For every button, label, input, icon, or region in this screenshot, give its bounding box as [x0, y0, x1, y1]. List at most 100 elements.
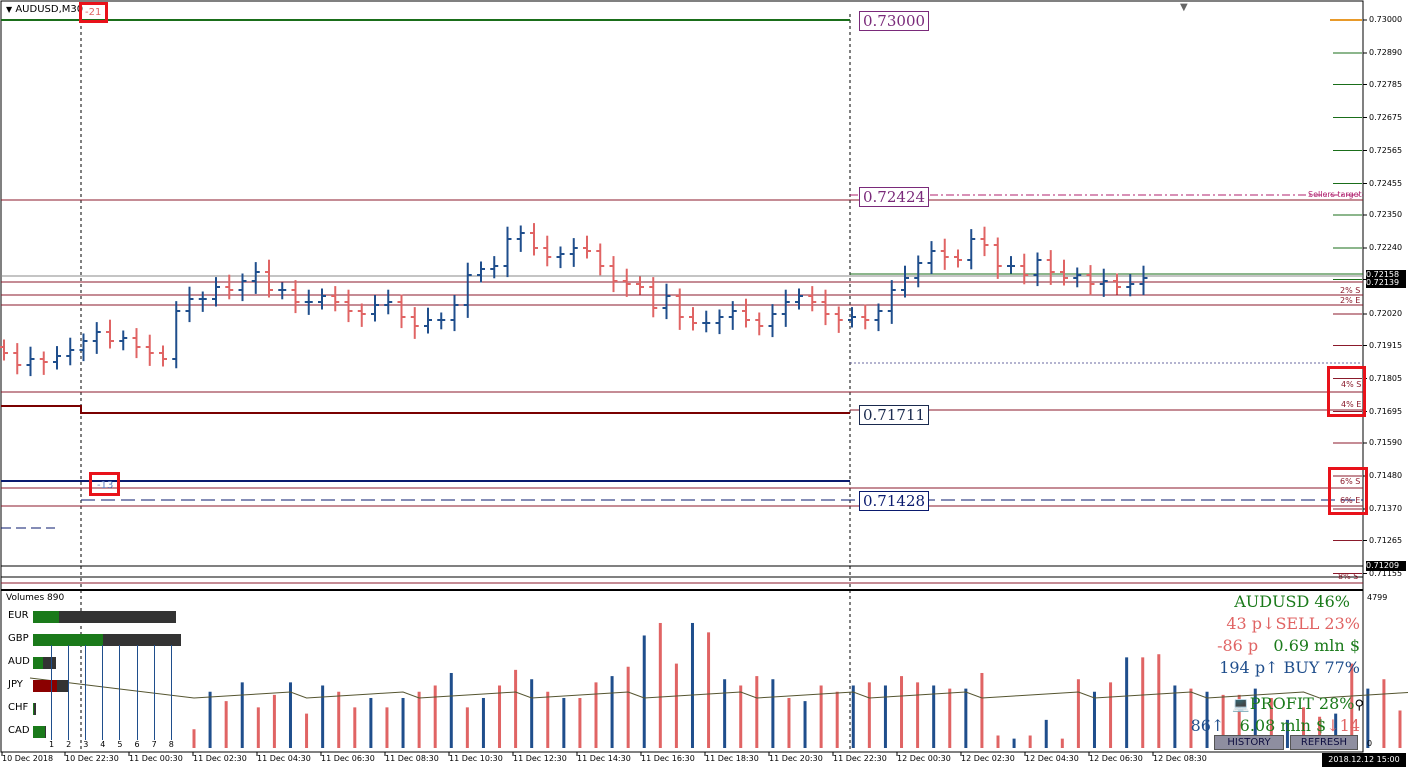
ohlc-bar [702, 310, 711, 333]
ohlc-bar [516, 225, 525, 252]
price-tick-label: 0.73000 [1369, 15, 1403, 24]
ohlc-bar [1046, 250, 1055, 285]
hour-tick-label: 7 [151, 740, 157, 749]
ohlc-bar [861, 304, 870, 330]
hour-grid-line [153, 645, 155, 740]
time-tick-label: 11 Dec 14:30 [577, 754, 631, 763]
refresh-button[interactable]: REFRESH [1290, 735, 1358, 750]
price-tick-label: 0.71695 [1369, 406, 1403, 416]
ohlc-bar [609, 256, 618, 293]
current-price-tag: 0.72139 [1366, 278, 1406, 288]
time-tick-label: 12 Dec 06:30 [1089, 754, 1143, 763]
volume-bar [916, 682, 920, 748]
tag-2pct-s: 2% S [1340, 286, 1361, 295]
hour-tick-label: 5 [117, 740, 123, 749]
stats-totals: 86↑ 6.08 mln $↓14 [1191, 716, 1360, 735]
volume-bar [1269, 697, 1273, 748]
ohlc-bar [569, 238, 578, 267]
ohlc-bar [278, 282, 287, 300]
volume-bar [867, 682, 871, 748]
volume-bar [208, 691, 212, 748]
time-tick-label: 10 Dec 2018 [2, 754, 54, 763]
mouse-icon[interactable]: ⚲ [1354, 698, 1364, 713]
volume-bar [1382, 679, 1386, 748]
price-tick-label: 0.71915 [1369, 340, 1403, 350]
price-tick-label: 0.71480 [1369, 471, 1403, 480]
volume-bar [353, 707, 357, 748]
time-tick-label: 11 Dec 10:30 [449, 754, 503, 763]
ohlc-bar [556, 246, 565, 269]
volume-bar [465, 707, 469, 748]
volume-bar [594, 682, 598, 748]
stats-buy: 194 p↑ BUY 77% [1219, 658, 1360, 677]
volume-bar [1076, 679, 1080, 748]
volume-bar [1253, 688, 1257, 748]
triangle-down-icon[interactable]: ▼ [6, 5, 13, 14]
ohlc-bar [384, 289, 393, 315]
scroll-marker-icon[interactable]: ▼ [1180, 2, 1188, 13]
ohlc-bar [543, 235, 552, 267]
volume-bar [224, 701, 228, 748]
volume-bar [401, 697, 405, 748]
ohlc-bar [715, 309, 724, 335]
ohlc-bar [1113, 273, 1121, 295]
top-marker-box: -21 [79, 2, 108, 23]
ohlc-bar [172, 301, 181, 369]
volume-bar [642, 635, 646, 748]
currency-strength-fill [33, 680, 57, 692]
history-button[interactable]: HISTORY [1214, 735, 1284, 750]
ohlc-bar [344, 289, 353, 323]
price-tick-label: 0.72240 [1369, 243, 1403, 252]
volume-bar [514, 669, 518, 748]
volume-bar [240, 682, 244, 748]
time-tick-label: 12 Dec 08:30 [1153, 754, 1207, 763]
ohlc-bar [821, 289, 830, 326]
ohlc-bar [66, 337, 75, 366]
currency-strength-fill [33, 657, 43, 669]
volume-bar [1044, 719, 1048, 748]
volume-bar [1334, 713, 1338, 748]
volume-bar [1350, 663, 1354, 748]
other-price-tag: 0.72158 [1366, 270, 1406, 280]
ohlc-bar [808, 286, 817, 312]
volume-axis-min: 0 [1367, 739, 1373, 748]
currency-label: JPY [8, 679, 23, 690]
ohlc-bar [1139, 265, 1148, 296]
volume-bar [948, 688, 952, 748]
ohlc-bar [1033, 252, 1042, 287]
ohlc-bar [768, 304, 777, 338]
volume-bar [433, 685, 437, 748]
currency-strength-bar [33, 703, 36, 715]
ohlc-bar [596, 243, 605, 276]
price-tick-label: 0.72020 [1369, 309, 1403, 318]
volume-bar [1173, 685, 1177, 748]
volume-bar [449, 672, 453, 748]
volume-bar [626, 666, 630, 748]
time-tick-label: 12 Dec 02:30 [961, 754, 1015, 763]
price-tick-label: 0.72350 [1369, 210, 1403, 219]
time-tick-label: 10 Dec 22:30 [65, 754, 119, 763]
volume-bar [1285, 719, 1289, 748]
volume-bar [755, 676, 759, 748]
volume-bar [1157, 654, 1161, 748]
ohlc-bar [993, 237, 1002, 279]
currency-label: CHF [8, 702, 29, 713]
ohlc-bar [530, 223, 538, 256]
sellers-target-tag: Sellers target [1308, 190, 1362, 199]
ohlc-bar [728, 301, 737, 330]
volume-bars [192, 622, 1402, 748]
level-6pct-box [1328, 467, 1368, 515]
tag-8pct-s: 8% S [1338, 572, 1359, 581]
time-tick-label: 11 Dec 22:30 [833, 754, 887, 763]
currency-strength-fill [33, 611, 59, 623]
volume-bar [883, 685, 887, 748]
currency-strength-fill [33, 634, 103, 646]
ohlc-bar [13, 343, 22, 375]
ohlc-bar [1020, 253, 1029, 285]
ohlc-bar [53, 346, 61, 370]
stats-profit: 💻PROFIT 28%⚲ [1232, 694, 1364, 713]
ohlc-bar [291, 280, 300, 314]
volume-title: Volumes 890 [6, 593, 65, 603]
chart-title[interactable]: ▼ AUDUSD,M30 [6, 4, 83, 15]
